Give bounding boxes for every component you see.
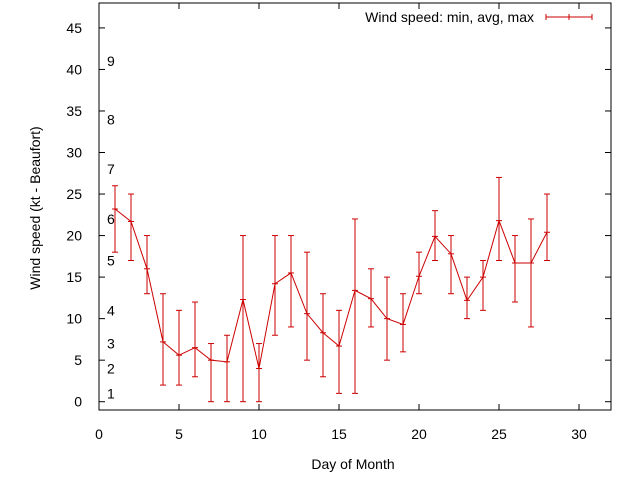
y-tick-label: 10 — [66, 311, 82, 327]
beaufort-label: 2 — [107, 360, 115, 376]
x-tick-label: 25 — [491, 426, 507, 442]
y-tick-label: 45 — [66, 20, 82, 36]
beaufort-label: 8 — [107, 111, 115, 127]
beaufort-label: 4 — [107, 302, 115, 318]
avg-line — [114, 208, 548, 369]
legend: Wind speed: min, avg, max — [365, 9, 593, 25]
y-tick-label: 20 — [66, 228, 82, 244]
beaufort-label: 7 — [107, 161, 115, 177]
x-tick-label: 5 — [175, 426, 183, 442]
beaufort-label: 5 — [107, 252, 115, 268]
y-tick-label: 5 — [74, 352, 82, 368]
x-tick-label: 15 — [331, 426, 347, 442]
beaufort-labels: 1 2 3 4 5 6 7 8 9 — [107, 53, 115, 401]
y-tick-label: 15 — [66, 269, 82, 285]
y-tick-label: 35 — [66, 103, 82, 119]
beaufort-label: 6 — [107, 211, 115, 227]
x-tick-label: 10 — [251, 426, 267, 442]
legend-series-label: Wind speed: min, avg, max — [365, 9, 534, 25]
beaufort-label: 3 — [107, 336, 115, 352]
y-tick-label: 40 — [66, 61, 82, 77]
y-tick-label: 0 — [74, 394, 82, 410]
beaufort-label: 1 — [107, 385, 115, 401]
beaufort-label: 9 — [107, 53, 115, 69]
x-tick-label: 30 — [571, 426, 587, 442]
plot-frame — [98, 2, 612, 411]
x-axis-label: Day of Month — [311, 456, 394, 472]
x-tick-label: 20 — [411, 426, 427, 442]
y-axis-label: Wind speed (kt - Beaufort) — [27, 126, 43, 289]
x-axis-ticks: 0 5 10 15 20 25 30 — [95, 3, 587, 442]
y-tick-label: 25 — [66, 186, 82, 202]
x-tick-label: 0 — [95, 426, 103, 442]
legend-key — [545, 14, 593, 20]
y-tick-label: 30 — [66, 145, 82, 161]
series-group — [112, 176, 550, 403]
